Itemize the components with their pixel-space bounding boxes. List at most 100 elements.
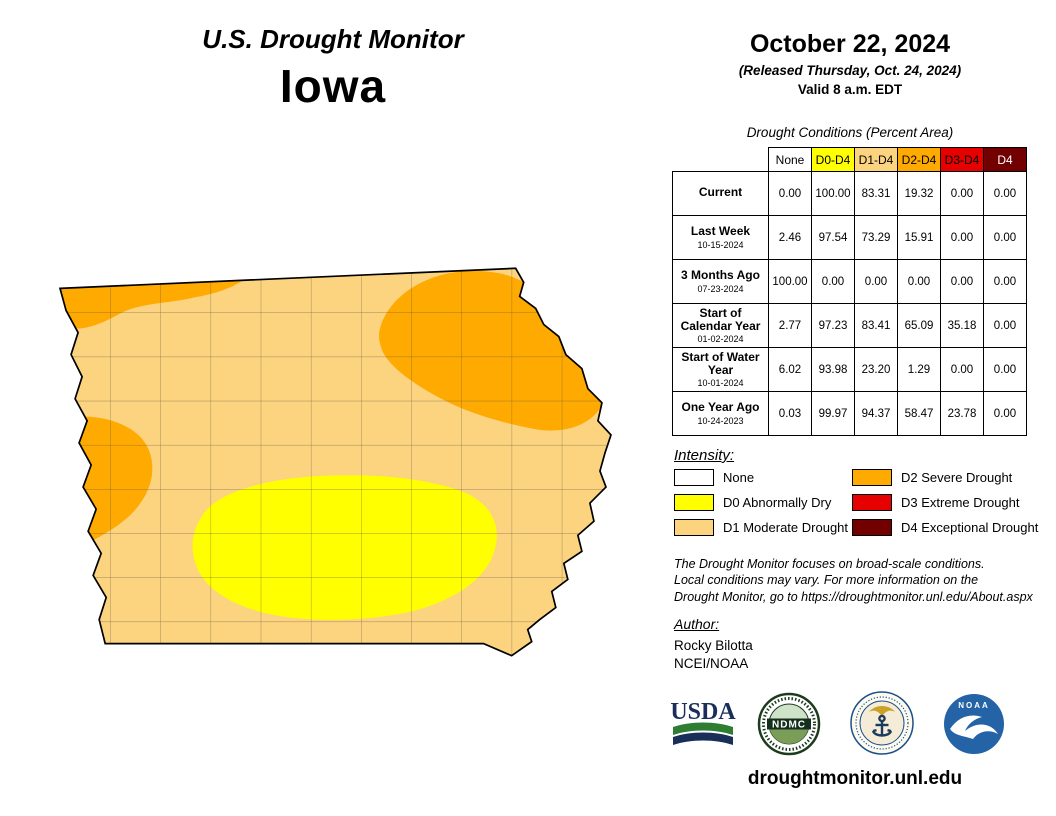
table-cell: 23.78	[940, 391, 984, 436]
d1-swatch	[674, 519, 714, 536]
table-cell: 65.09	[897, 303, 941, 348]
table-row: Last Week 10-15-2024 2.46 97.54 73.29 15…	[672, 215, 1027, 260]
table-corner-cell	[672, 147, 769, 172]
table-cell: 35.18	[940, 303, 984, 348]
site-url: droughtmonitor.unl.edu	[747, 768, 963, 789]
date-block: October 22, 2024 (Released Thursday, Oct…	[672, 30, 1028, 97]
table-cell: 94.37	[854, 391, 898, 436]
legend-item-d2: D2 Severe Drought	[852, 469, 1038, 486]
d4-swatch	[852, 519, 892, 536]
table-cell: 0.00	[940, 259, 984, 304]
table-cell: 97.23	[811, 303, 855, 348]
table-row: Current 0.00 100.00 83.31 19.32 0.00 0.0…	[672, 171, 1027, 216]
state-outline	[58, 267, 612, 657]
table-row: 3 Months Ago 07-23-2024 100.00 0.00 0.00…	[672, 259, 1027, 304]
table-cell: 93.98	[811, 347, 855, 392]
row-label: Start of Water Year 10-01-2024	[672, 347, 769, 392]
table-title: Drought Conditions (Percent Area)	[746, 125, 954, 140]
table-cell: 0.00	[983, 347, 1027, 392]
commerce-seal-logo	[849, 690, 915, 761]
legend-item-none: None	[674, 469, 848, 486]
legend-column-right: D2 Severe Drought D3 Extreme Drought D4 …	[852, 469, 1038, 544]
table-cell: 100.00	[811, 171, 855, 216]
legend-item-d4: D4 Exceptional Drought	[852, 519, 1038, 536]
legend-item-d3: D3 Extreme Drought	[852, 494, 1038, 511]
author-heading: Author:	[674, 616, 720, 632]
table-cell: 0.00	[983, 391, 1027, 436]
state-name: Iowa	[279, 60, 387, 112]
report-date: October 22, 2024	[749, 30, 951, 58]
column-header-d4: D4	[983, 147, 1027, 172]
row-label: Start of Calendar Year 01-02-2024	[672, 303, 769, 348]
legend-title: Intensity:	[674, 447, 735, 464]
table-cell: 0.00	[811, 259, 855, 304]
report-title: U.S. Drought Monitor	[202, 24, 464, 54]
disclaimer-text: The Drought Monitor focuses on broad-sca…	[674, 557, 1033, 604]
legend-column-left: None D0 Abnormally Dry D1 Moderate Droug…	[674, 469, 848, 544]
table-cell: 0.00	[854, 259, 898, 304]
table-row: Start of Calendar Year 01-02-2024 2.77 9…	[672, 303, 1027, 348]
table-cell: 100.00	[768, 259, 812, 304]
table-cell: 0.00	[768, 171, 812, 216]
table-cell: 99.97	[811, 391, 855, 436]
table-cell: 1.29	[897, 347, 941, 392]
title-block: U.S. Drought Monitor Iowa	[52, 24, 614, 113]
table-cell: 0.00	[940, 215, 984, 260]
table-cell: 0.00	[897, 259, 941, 304]
iowa-drought-map	[52, 262, 614, 664]
row-label: Last Week 10-15-2024	[672, 215, 769, 260]
column-header-d1-d4: D1-D4	[854, 147, 898, 172]
table-cell: 2.77	[768, 303, 812, 348]
table-cell: 15.91	[897, 215, 941, 260]
table-cell: 0.03	[768, 391, 812, 436]
table-cell: 0.00	[983, 303, 1027, 348]
valid-time: Valid 8 a.m. EDT	[797, 82, 903, 97]
column-header-none: None	[768, 147, 812, 172]
county-grid	[60, 268, 611, 656]
release-info: (Released Thursday, Oct. 24, 2024)	[738, 63, 962, 78]
table-cell: 19.32	[897, 171, 941, 216]
column-header-d0-d4: D0-D4	[811, 147, 855, 172]
d3-swatch	[852, 494, 892, 511]
row-label: 3 Months Ago 07-23-2024	[672, 259, 769, 304]
noaa-logo: NOAA	[943, 693, 1005, 760]
table-cell: 6.02	[768, 347, 812, 392]
row-label: Current	[672, 171, 769, 216]
iowa-map-svg	[58, 267, 612, 657]
author-name: Rocky Bilotta	[674, 638, 753, 653]
legend-item-d0: D0 Abnormally Dry	[674, 494, 848, 511]
table-cell: 83.31	[854, 171, 898, 216]
svg-text:NDMC: NDMC	[772, 720, 806, 731]
d0-swatch	[674, 494, 714, 511]
author-org: NCEI/NOAA	[674, 656, 749, 671]
table-cell: 0.00	[983, 215, 1027, 260]
table-cell: 0.00	[983, 259, 1027, 304]
table-cell: 83.41	[854, 303, 898, 348]
ndmc-logo: NDMC	[757, 692, 821, 761]
table-cell: 58.47	[897, 391, 941, 436]
table-row: One Year Ago 10-24-2023 0.03 99.97 94.37…	[672, 391, 1027, 436]
table-cell: 23.20	[854, 347, 898, 392]
table-cell: 2.46	[768, 215, 812, 260]
d2-swatch	[852, 469, 892, 486]
row-label: One Year Ago 10-24-2023	[672, 391, 769, 436]
seagull-shape	[950, 715, 998, 739]
none-swatch	[674, 469, 714, 486]
legend-item-d1: D1 Moderate Drought	[674, 519, 848, 536]
table-header-row: None D0-D4 D1-D4 D2-D4 D3-D4 D4	[672, 147, 1027, 172]
table-cell: 0.00	[940, 347, 984, 392]
table-row: Start of Water Year 10-01-2024 6.02 93.9…	[672, 347, 1027, 392]
table-cell: 0.00	[940, 171, 984, 216]
eagle-shape	[869, 706, 895, 716]
column-header-d2-d4: D2-D4	[897, 147, 941, 172]
anchor-icon	[871, 714, 893, 737]
svg-text:USDA: USDA	[670, 699, 736, 725]
table-cell: 97.54	[811, 215, 855, 260]
column-header-d3-d4: D3-D4	[940, 147, 984, 172]
table-cell: 73.29	[854, 215, 898, 260]
drought-conditions-table: None D0-D4 D1-D4 D2-D4 D3-D4 D4 Current …	[672, 147, 1027, 436]
usda-logo: USDA	[666, 697, 740, 758]
svg-text:NOAA: NOAA	[958, 701, 990, 710]
table-cell: 0.00	[983, 171, 1027, 216]
